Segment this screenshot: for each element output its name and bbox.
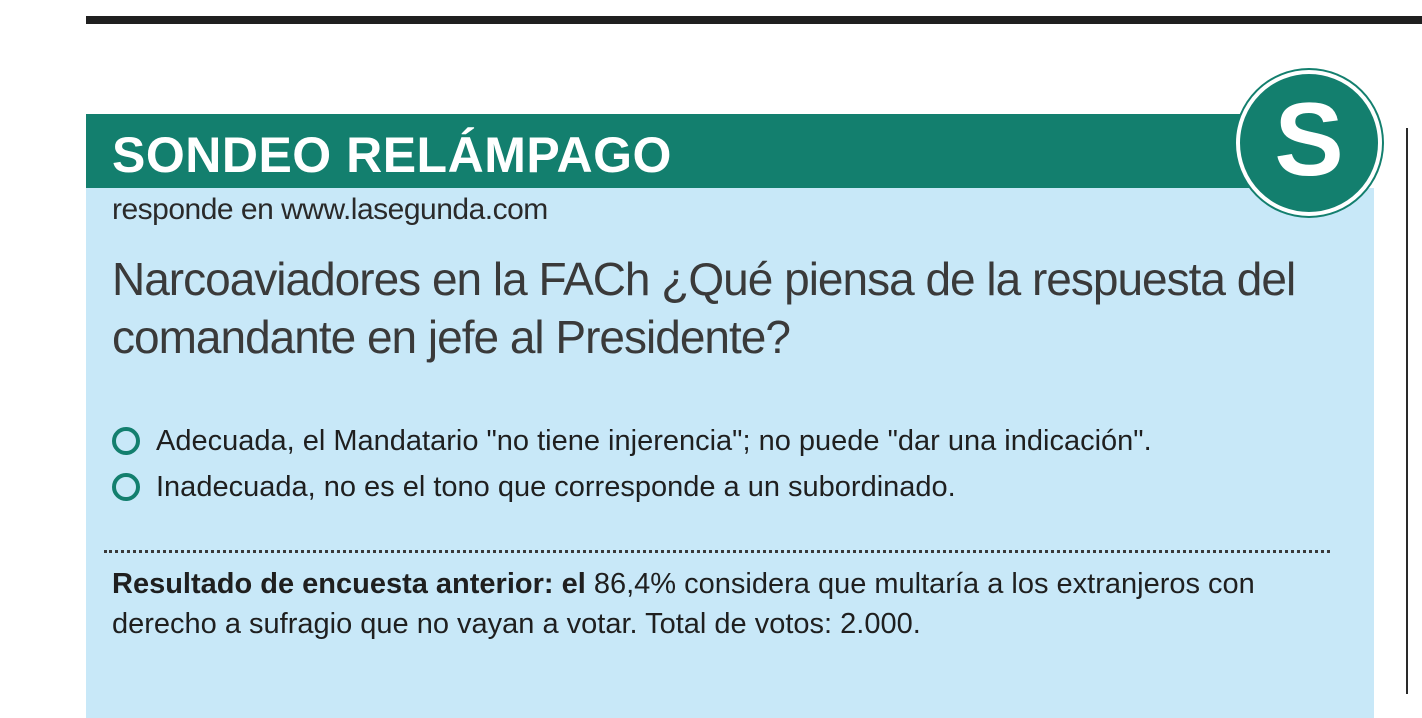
top-rule <box>86 16 1422 24</box>
poll-url-subtitle: responde en www.lasegunda.com <box>112 193 548 226</box>
section-title: SONDEO RELÁMPAGO <box>112 127 672 183</box>
poll-options: Adecuada, el Mandatario "no tiene injere… <box>112 418 1372 510</box>
poll-option-label: Inadecuada, no es el tono que correspond… <box>156 470 956 503</box>
radio-circle-icon[interactable] <box>112 427 140 455</box>
poll-question: Narcoaviadores en la FACh ¿Qué piensa de… <box>112 253 1296 363</box>
dotted-divider <box>104 550 1330 553</box>
radio-circle-icon[interactable] <box>112 473 140 501</box>
header-band <box>86 114 1292 188</box>
badge-letter: S <box>1274 82 1344 198</box>
poll-option-label: Adecuada, el Mandatario "no tiene injere… <box>156 424 1152 457</box>
previous-result-lead: Resultado de encuesta anterior: el <box>112 568 586 600</box>
poll-panel <box>86 188 1374 718</box>
column-rule <box>1406 128 1408 694</box>
brand-badge-icon: S <box>1236 70 1382 216</box>
poll-option[interactable]: Inadecuada, no es el tono que correspond… <box>112 464 1372 510</box>
previous-result: Resultado de encuesta anterior: el 86,4%… <box>112 564 1352 644</box>
previous-result-text: 86,4% considera que multaría a los extra… <box>112 568 1255 640</box>
poll-option[interactable]: Adecuada, el Mandatario "no tiene injere… <box>112 418 1372 464</box>
